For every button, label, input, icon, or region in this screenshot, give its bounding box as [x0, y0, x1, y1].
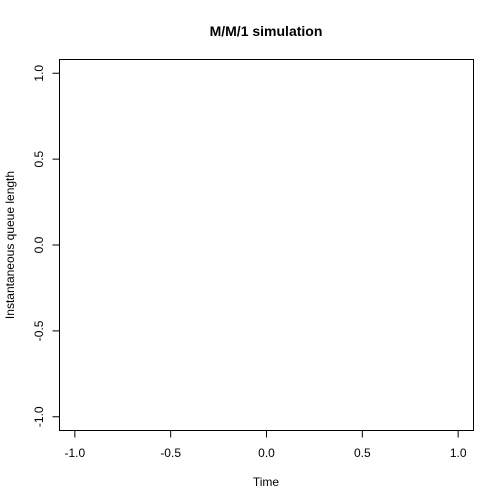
x-tick-label: 0.0: [258, 446, 275, 460]
x-tick-label: -1.0: [64, 446, 85, 460]
x-axis: -1.0 -0.5 0.0 0.5 1.0: [64, 430, 467, 460]
y-tick-label: 0.0: [32, 236, 46, 253]
y-tick-label: -1.0: [32, 406, 46, 427]
plot-frame: [59, 59, 474, 431]
x-tick-label: -0.5: [160, 446, 181, 460]
x-axis-label: Time: [253, 475, 280, 489]
y-axis-label: Instantaneous queue length: [3, 171, 17, 319]
y-tick-label: -0.5: [32, 320, 46, 341]
chart-title: M/M/1 simulation: [210, 23, 323, 39]
x-tick-label: 0.5: [354, 446, 371, 460]
y-tick-label: 0.5: [32, 150, 46, 167]
y-tick-label: 1.0: [32, 65, 46, 82]
y-axis: -1.0 -0.5 0.0 0.5 1.0: [32, 65, 60, 427]
x-tick-label: 1.0: [450, 446, 467, 460]
